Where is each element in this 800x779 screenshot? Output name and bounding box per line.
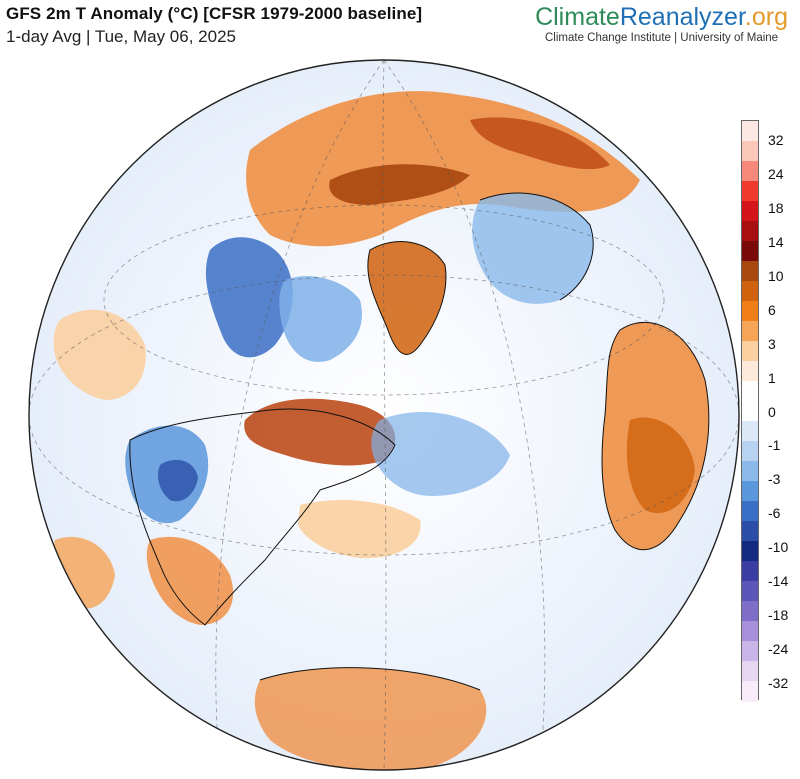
legend-color-segment — [742, 261, 758, 282]
legend-color-segment — [742, 561, 758, 582]
legend-color-segment — [742, 541, 758, 562]
warm-anomaly-siberia — [470, 117, 610, 170]
legend-color-segment — [742, 501, 758, 522]
map-title: GFS 2m T Anomaly (°C) [CFSR 1979-2000 ba… — [6, 4, 423, 23]
legend-color-segment — [742, 521, 758, 542]
globe-outline — [28, 59, 740, 771]
cold-anomaly-north-atlantic — [371, 412, 510, 496]
legend-color-segment — [742, 421, 758, 442]
legend-color-segment — [742, 201, 758, 222]
legend-color-segment — [742, 481, 758, 502]
legend-color-segment — [742, 441, 758, 462]
legend-color-segment — [742, 301, 758, 322]
graticule — [29, 60, 739, 770]
legend-tick-label: -1 — [768, 437, 781, 454]
brand-tagline: Climate Change Institute | University of… — [544, 32, 779, 44]
warm-anomaly-pacific-west — [53, 309, 146, 400]
legend-tick-label: 18 — [768, 199, 784, 216]
legend-color-segment — [742, 321, 758, 342]
brand-block[interactable]: ClimateReanalyzer.org Climate Change Ins… — [535, 2, 788, 44]
map-subtitle: 1-day Avg | Tue, May 06, 2025 — [6, 27, 236, 46]
brand-logo[interactable]: ClimateReanalyzer.org — [535, 2, 788, 32]
legend-color-segment — [742, 161, 758, 182]
legend-color-segment — [742, 121, 758, 142]
legend-color-segment — [742, 601, 758, 622]
legend-tick-label: 6 — [768, 301, 776, 318]
cold-anomaly-scandinavia — [472, 193, 594, 304]
legend-color-segment — [742, 341, 758, 362]
legend-color-segment — [742, 281, 758, 302]
legend-tick-label: -14 — [768, 573, 789, 590]
warm-anomaly-south-america — [254, 667, 487, 770]
brand-logo-part-org: .org — [744, 3, 788, 31]
legend-tick-label: 3 — [768, 335, 776, 352]
legend-color-segment — [742, 661, 758, 682]
legend-tick-label: -3 — [768, 471, 781, 488]
legend-color-segment — [742, 621, 758, 642]
legend-tick-label: -6 — [768, 505, 781, 522]
legend-color-segment — [742, 361, 758, 382]
legend-color-segment — [742, 221, 758, 242]
warm-anomaly-subtropical-atlantic — [298, 500, 421, 559]
legend-color-segment — [742, 381, 758, 402]
legend-tick-label: 10 — [768, 267, 784, 284]
legend-tick-label: 0 — [768, 403, 776, 420]
globe-fill-layer — [29, 60, 739, 770]
warm-anomaly-sahara — [626, 417, 695, 514]
coastlines — [129, 192, 710, 691]
legend-color-segment — [742, 641, 758, 662]
legend-tick-label: -18 — [768, 607, 789, 624]
legend-tick-label: 1 — [768, 369, 776, 386]
cold-anomaly-arctic-islands — [279, 276, 362, 362]
brand-logo-part-reanalyzer: Reanalyzer — [619, 3, 745, 31]
legend-color-segment — [742, 401, 758, 422]
legend-tick-label: 14 — [768, 233, 784, 250]
warm-anomaly-greenland — [367, 241, 446, 355]
legend-color-segment — [742, 181, 758, 202]
legend-color-segment — [742, 241, 758, 262]
warm-anomaly-mexico — [146, 536, 234, 625]
legend-color-segment — [742, 461, 758, 482]
brand-logo-part-climate: Climate — [535, 3, 620, 31]
legend-tick-label: -10 — [768, 539, 789, 556]
cold-anomaly-rockies — [158, 459, 198, 502]
warm-anomaly-arctic-strong — [329, 164, 470, 205]
legend-tick-label: -24 — [768, 641, 789, 658]
color-scale-bar — [741, 120, 759, 702]
legend-tick-label: 32 — [768, 132, 784, 148]
legend-color-segment — [742, 141, 758, 162]
legend-color-segment — [742, 681, 758, 702]
legend-color-segment — [742, 581, 758, 602]
legend-tick-label: 24 — [768, 165, 784, 182]
legend-tick-label: -32 — [768, 675, 789, 691]
warm-anomaly-eastern-canada — [244, 398, 396, 466]
cold-anomaly-canada — [205, 237, 293, 358]
